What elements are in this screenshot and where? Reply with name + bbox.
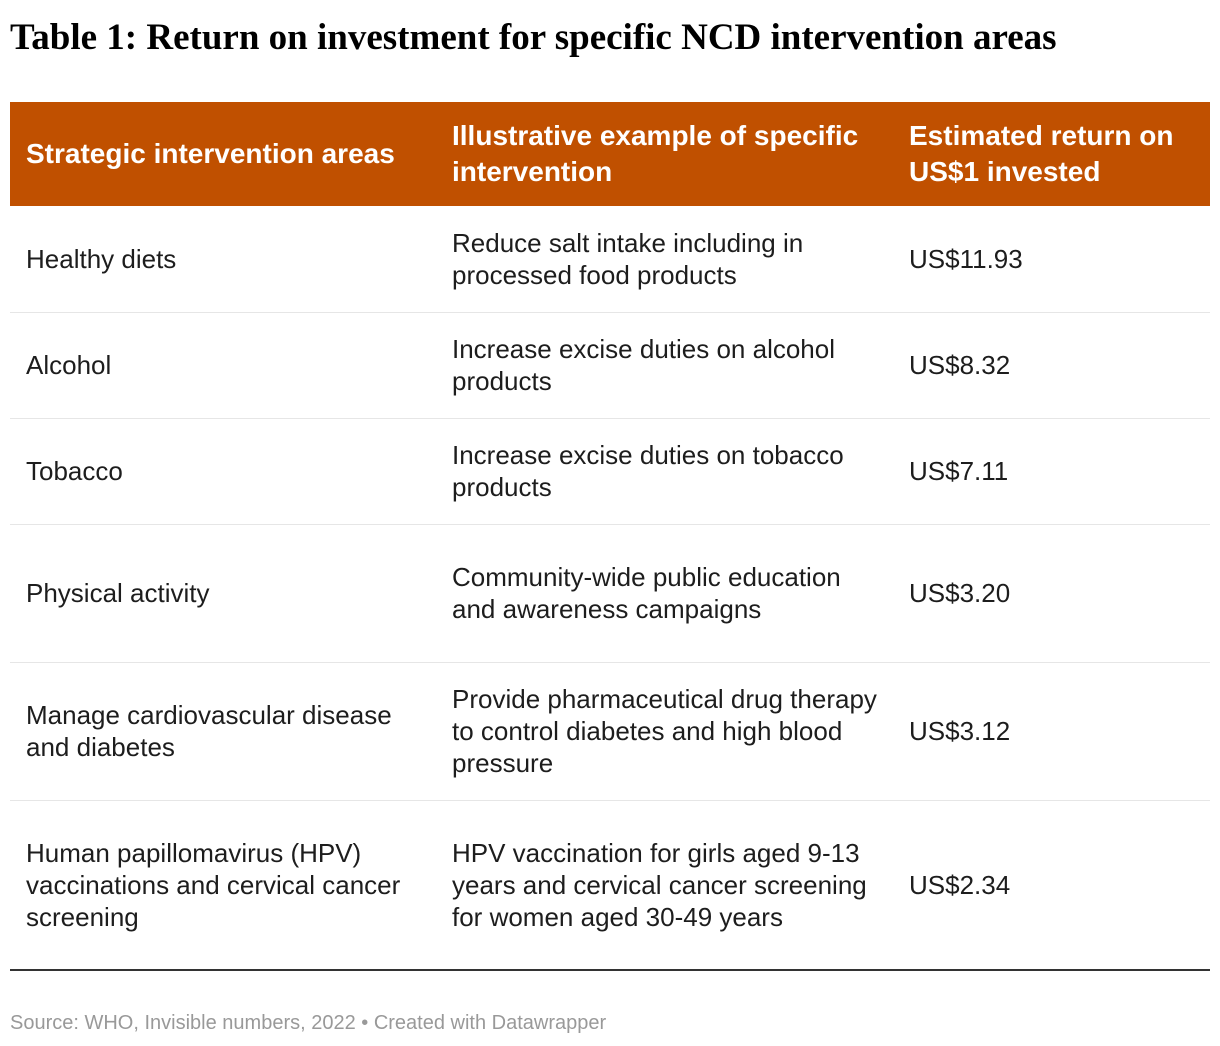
header-row: Strategic intervention areas Illustrativ… [10, 102, 1210, 206]
cell-estimated-return: US$8.32 [893, 312, 1210, 419]
table-row: Physical activity Community-wide public … [10, 524, 1210, 663]
cell-intervention-area: Manage cardiovascular disease and diabet… [10, 662, 436, 801]
table-row: Alcohol Increase excise duties on alcoho… [10, 312, 1210, 419]
cell-intervention-area: Physical activity [10, 524, 436, 663]
cell-estimated-return: US$2.34 [893, 800, 1210, 971]
cell-intervention-area: Tobacco [10, 418, 436, 525]
roi-table: Strategic intervention areas Illustrativ… [10, 102, 1210, 971]
table-row: Tobacco Increase excise duties on tobacc… [10, 418, 1210, 525]
table-row: Human papillomavirus (HPV) vaccinations … [10, 800, 1210, 971]
cell-example-intervention: Provide pharmaceutical drug therapy to c… [436, 662, 893, 801]
cell-intervention-area: Alcohol [10, 312, 436, 419]
cell-example-intervention: Increase excise duties on tobacco produc… [436, 418, 893, 525]
source-note: Source: WHO, Invisible numbers, 2022 • C… [10, 1012, 607, 1034]
table-row: Healthy diets Reduce salt intake includi… [10, 206, 1210, 313]
cell-example-intervention: Increase excise duties on alcohol produc… [436, 312, 893, 419]
column-header-estimated-return: Estimated return on US$1 invested [893, 102, 1210, 206]
cell-estimated-return: US$3.20 [893, 524, 1210, 663]
table-container: Strategic intervention areas Illustrativ… [10, 102, 1210, 971]
cell-estimated-return: US$11.93 [893, 206, 1210, 313]
cell-intervention-area: Human papillomavirus (HPV) vaccinations … [10, 800, 436, 971]
table-row: Manage cardiovascular disease and diabet… [10, 662, 1210, 801]
cell-example-intervention: HPV vaccination for girls aged 9-13 year… [436, 800, 893, 971]
column-header-example-intervention: Illustrative example of specific interve… [436, 102, 893, 206]
cell-example-intervention: Community-wide public education and awar… [436, 524, 893, 663]
table-title: Table 1: Return on investment for specif… [10, 17, 1057, 58]
column-header-strategic-areas: Strategic intervention areas [10, 102, 436, 206]
cell-estimated-return: US$3.12 [893, 662, 1210, 801]
cell-estimated-return: US$7.11 [893, 418, 1210, 525]
cell-example-intervention: Reduce salt intake including in processe… [436, 206, 893, 313]
cell-intervention-area: Healthy diets [10, 206, 436, 313]
